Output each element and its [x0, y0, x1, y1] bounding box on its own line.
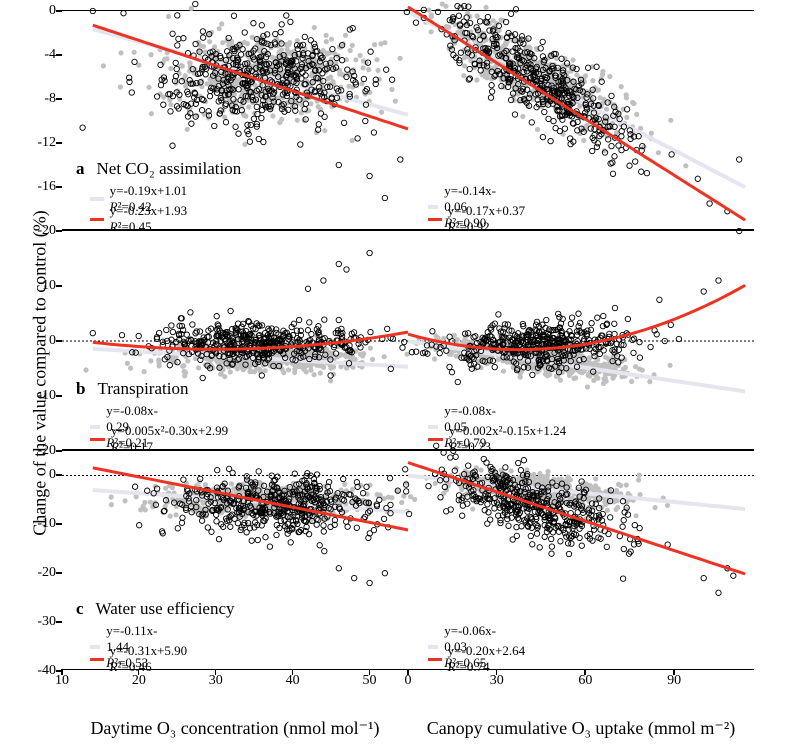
figure: Change of the value compared to control … [0, 0, 797, 745]
y-tick-mark [56, 340, 62, 342]
y-tick-label: -12 [20, 135, 56, 151]
x-tick-label: 90 [667, 673, 681, 689]
x-axis-title-right: Canopy cumulative O₃ uptake (mmol m⁻²) [408, 718, 754, 739]
x-tick-label: 0 [405, 673, 412, 689]
panel-header: a Net CO₂ assimilation [76, 159, 241, 179]
panel-header: b Transpiration [76, 379, 188, 399]
x-tick-label: 60 [578, 673, 592, 689]
x-tick-label: 40 [286, 673, 300, 689]
x-tick-mark [584, 669, 586, 675]
x-tick-mark [292, 669, 294, 675]
x-tick-mark [61, 669, 63, 675]
y-tick-label: 0 [20, 333, 56, 349]
y-tick-mark [56, 621, 62, 623]
x-tick-mark [407, 669, 409, 675]
x-tick-label: 50 [363, 673, 377, 689]
y-tick-mark [56, 54, 62, 56]
panel-letter: a [76, 159, 85, 178]
y-tick-label: -20 [20, 565, 56, 581]
x-tick-label: 30 [490, 673, 504, 689]
y-tick-mark [56, 10, 62, 12]
panel-c-left: 0-10-20-30-401020304050 c Water use effi… [62, 450, 408, 670]
y-tick-label: -8 [20, 91, 56, 107]
panel-letter: c [76, 599, 84, 618]
panel-b-right: y=-0.08x-0.05 R²=0.79 y=0.002x²-0.15x+1.… [408, 230, 754, 450]
y-tick-mark [56, 523, 62, 525]
y-tick-mark [56, 395, 62, 397]
x-tick-mark [215, 669, 217, 675]
y-tick-label: -4 [20, 47, 56, 63]
y-tick-mark [56, 186, 62, 188]
y-tick-mark [56, 572, 62, 574]
panel-title: Transpiration [97, 379, 188, 398]
y-tick-label: -16 [20, 179, 56, 195]
y-tick-label: -10 [20, 516, 56, 532]
panel-title: Net CO₂ assimilation [97, 159, 242, 178]
x-tick-mark [369, 669, 371, 675]
panel-letter: b [76, 379, 85, 398]
y-tick-mark [56, 142, 62, 144]
y-tick-mark [56, 474, 62, 476]
y-tick-label: 0 [20, 3, 56, 19]
panel-c-right: 0306090 y=-0.06x-0.03 R²=0.65 y=-0.20x+2… [408, 450, 754, 670]
y-tick-label: -10 [20, 388, 56, 404]
y-tick-label: -40 [20, 663, 56, 679]
x-tick-label: 20 [132, 673, 146, 689]
y-tick-label: 0 [20, 467, 56, 483]
x-tick-label: 10 [55, 673, 69, 689]
y-tick-label: -20 [20, 443, 56, 459]
y-tick-label: -20 [20, 223, 56, 239]
x-tick-label: 30 [209, 673, 223, 689]
panel-a-right: y=-0.14x-0.06 R²=0.90 y=-0.17x+0.37 R²=0… [408, 10, 754, 230]
panel-a-left: 0-4-8-12-16-20 a Net CO₂ assimilation y=… [62, 10, 408, 230]
y-tick-mark [56, 98, 62, 100]
y-tick-label: 10 [20, 278, 56, 294]
y-tick-label: -30 [20, 614, 56, 630]
x-tick-mark [673, 669, 675, 675]
y-tick-mark [56, 285, 62, 287]
x-axis-title-left: Daytime O₃ concentration (nmol mol⁻¹) [62, 718, 408, 739]
panel-header: c Water use efficiency [76, 599, 235, 619]
panel-title: Water use efficiency [96, 599, 235, 618]
panel-b-left: 100-10-20 b Transpiration y=-0.08x-0.29 … [62, 230, 408, 450]
